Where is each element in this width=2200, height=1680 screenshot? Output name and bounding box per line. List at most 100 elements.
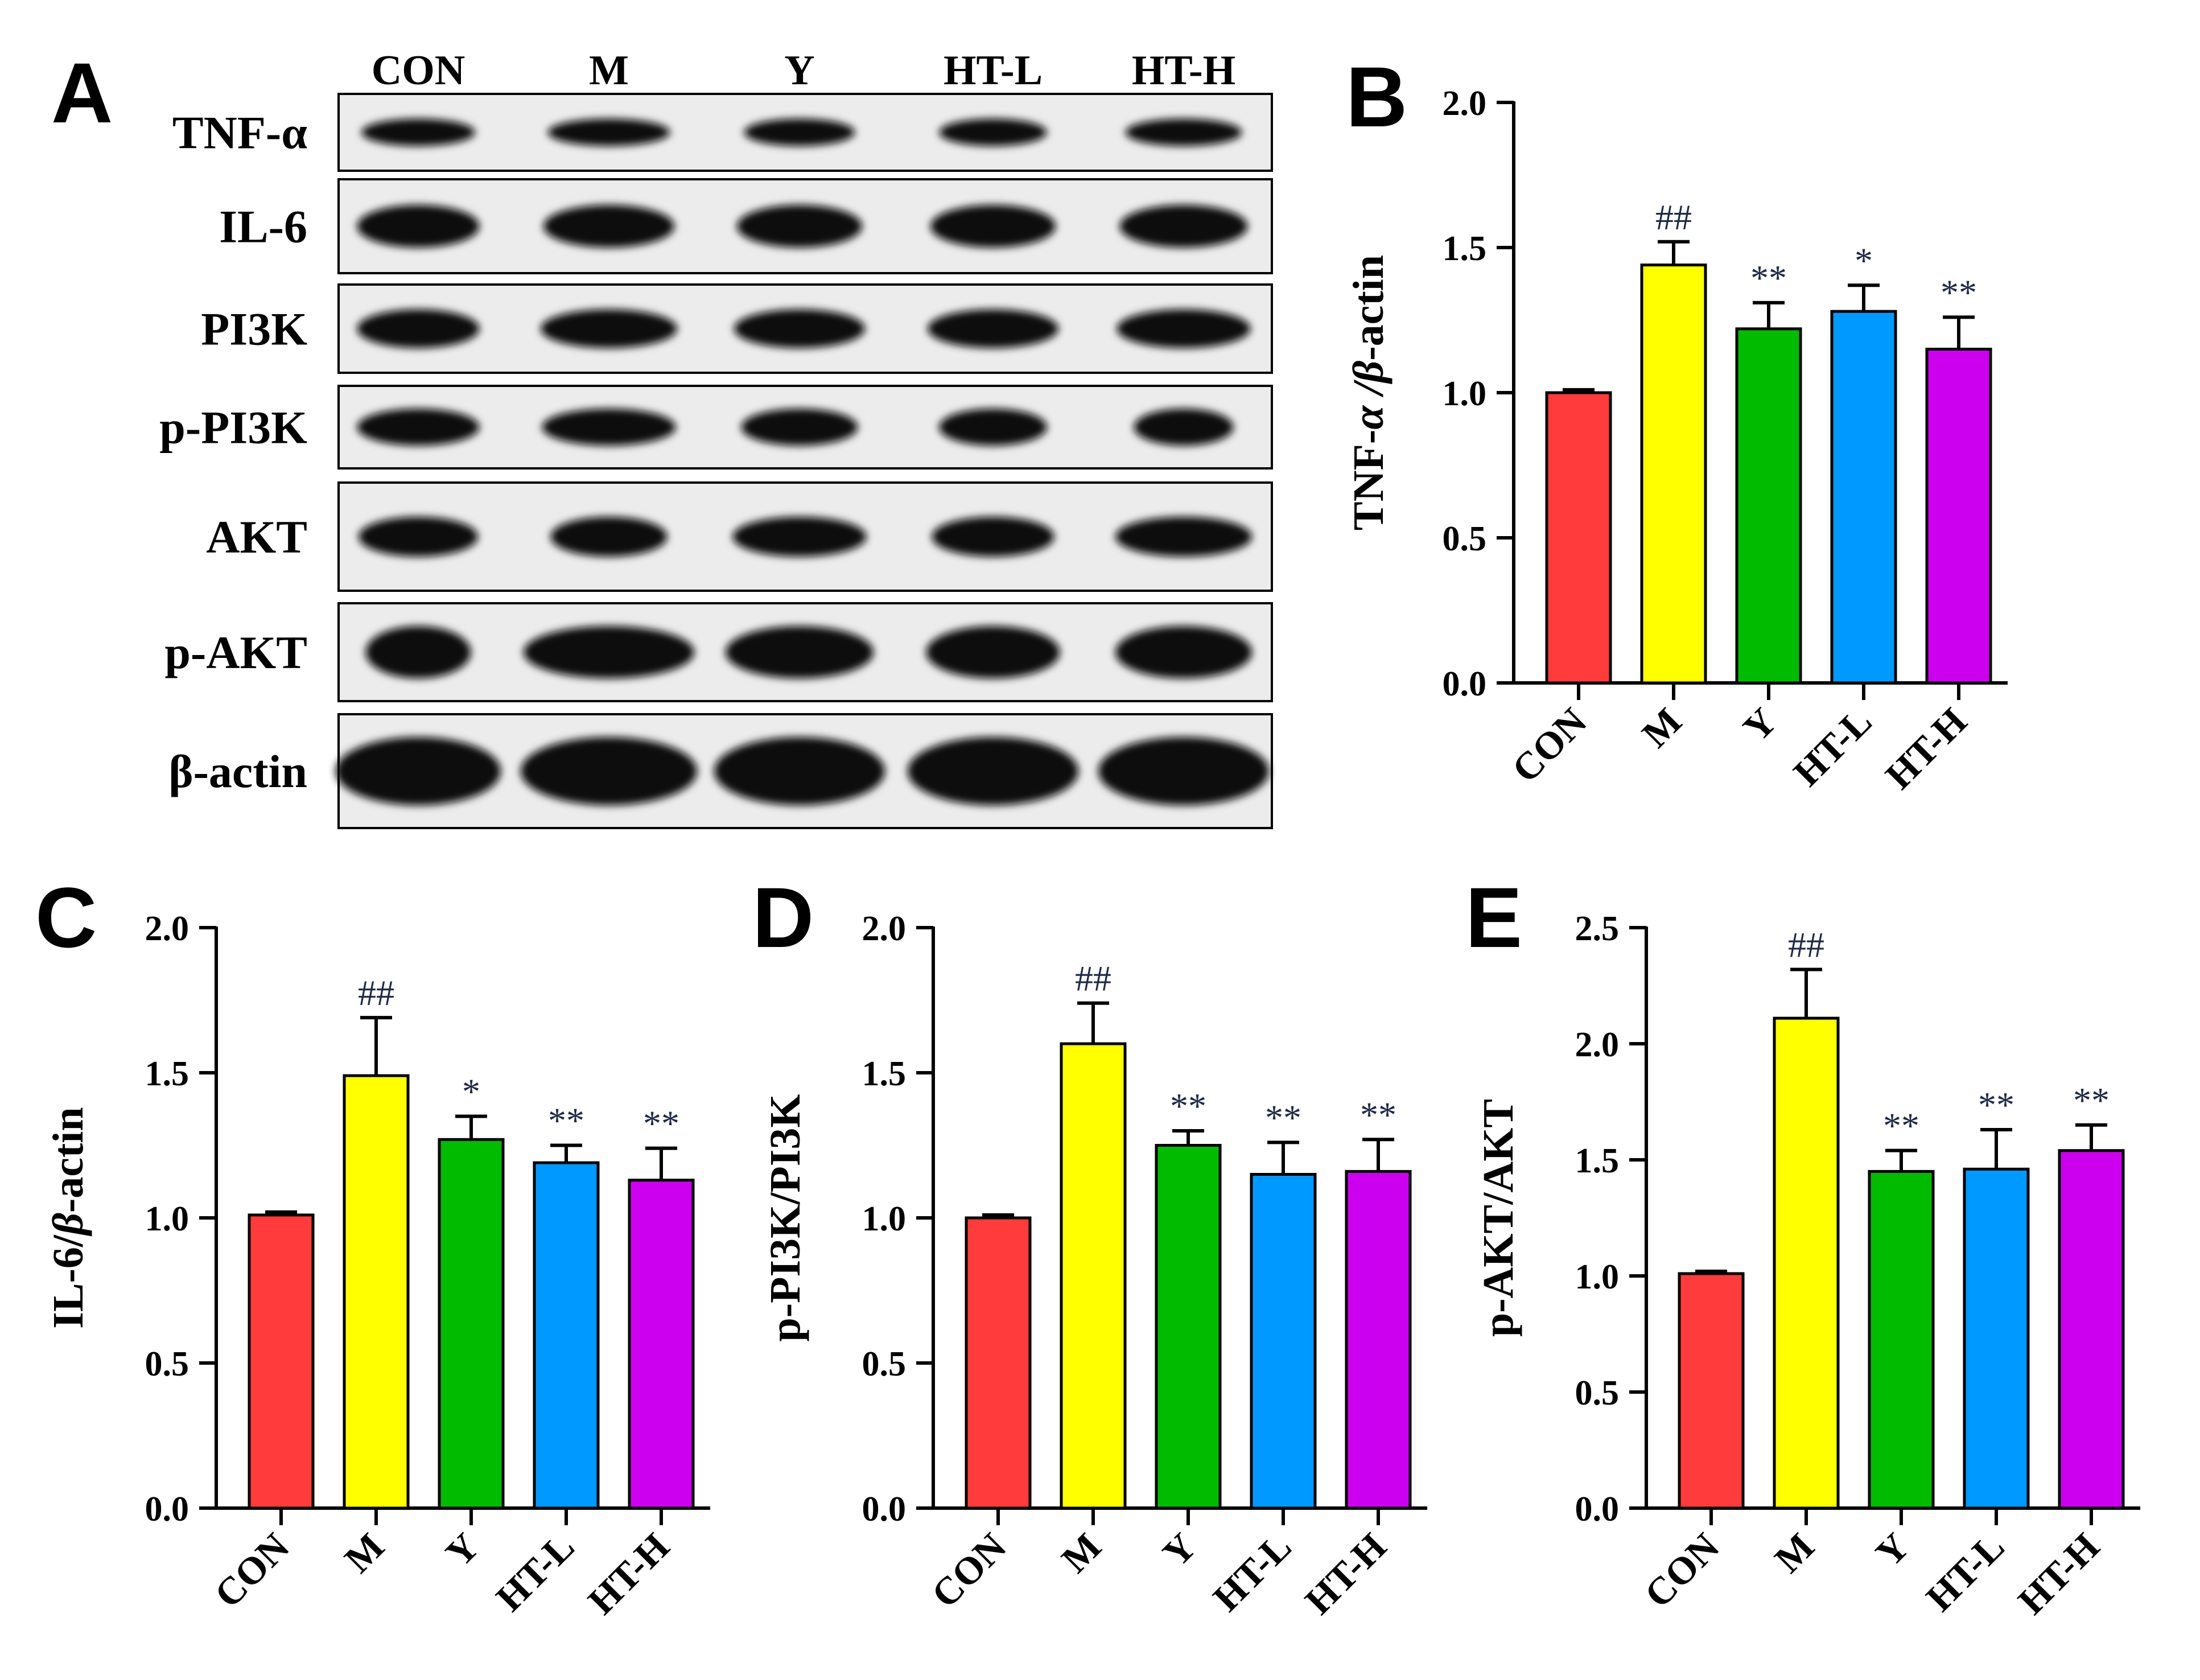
blot-band-ht-h	[1134, 409, 1234, 446]
y-axis-label: IL-6/β-actin	[44, 1107, 92, 1328]
bar-ht-l	[533, 1161, 600, 1510]
blot-band-y	[726, 626, 874, 678]
y-tick-label: 1.0	[1575, 1258, 1620, 1296]
blot-band-ht-l	[926, 626, 1060, 678]
y-tick-label: 1.0	[862, 1200, 907, 1238]
y-tick-label: 0.5	[862, 1345, 907, 1383]
significance-ht-h: **	[1941, 272, 1977, 312]
blot-band-m	[541, 309, 677, 348]
y-axis-label: p-PI3K/PI3K	[761, 1094, 809, 1342]
y-tick-label: 2.0	[145, 909, 189, 948]
blot-band-con	[361, 118, 475, 146]
bar-y	[1155, 1144, 1222, 1510]
blot-row-p-pi3k: p-PI3K	[159, 385, 1273, 470]
significance-ht-l: **	[1978, 1085, 2014, 1125]
significance-y: **	[1883, 1106, 1919, 1146]
bar-y	[438, 1138, 505, 1510]
blot-band-y	[732, 517, 867, 557]
bar-ht-h	[1345, 1170, 1412, 1510]
blot-band-m	[543, 205, 674, 248]
bar-m	[1640, 263, 1707, 685]
y-tick-label: 2.0	[1443, 84, 1487, 123]
bar-con	[1545, 391, 1612, 685]
western-blot-panel: A CON M Y HT-L HT-H TNF-α IL-6 PI3K p-PI3K AKT p-…	[51, 45, 1273, 829]
bar-m	[1773, 1016, 1840, 1510]
x-tick-label-con: CON	[206, 1525, 298, 1616]
x-tick-label-m: M	[1633, 699, 1690, 756]
blot-band-y	[734, 309, 865, 348]
bar-y	[1735, 327, 1802, 685]
y-tick-label: 2.0	[1575, 1026, 1620, 1064]
blot-band-ht-h	[1098, 737, 1269, 805]
bar-ht-l	[1963, 1167, 2030, 1510]
x-tick-label-ht-h: HT-H	[1877, 699, 1975, 797]
significance-ht-l: *	[1855, 240, 1873, 281]
bar-ht-h	[1925, 348, 1992, 685]
y-axis-label: TNF-α /β-actin	[1345, 255, 1392, 530]
blot-band-ht-h	[1119, 205, 1248, 248]
blot-protein-label: p-AKT	[164, 627, 307, 678]
blot-row-beta-actin: β-actin	[168, 713, 1273, 829]
panel-label-b: B	[1346, 49, 1407, 145]
x-tick-label-m: M	[336, 1525, 392, 1581]
chart-panel-e: E 0.0 0.5 1.0 1.5 2.0 2.5 p-AKT/AKT CON ## M ** Y **…	[1465, 870, 2140, 1623]
blot-lane-labels: CON M Y HT-L HT-H	[372, 47, 1235, 94]
blot-band-m	[524, 626, 694, 678]
significance-ht-h: **	[2073, 1080, 2110, 1121]
panel-label-c: C	[35, 870, 97, 965]
significance-m: ##	[358, 973, 394, 1013]
bar-con	[1678, 1272, 1745, 1510]
blot-lane-label-ht-h: HT-H	[1132, 47, 1235, 94]
blot-band-m	[550, 517, 668, 557]
y-tick-label: 1.5	[1575, 1142, 1620, 1180]
x-tick-label-ht-l: HT-L	[1785, 699, 1880, 794]
blot-lane-label-ht-l: HT-L	[944, 47, 1043, 94]
blot-band-ht-h	[1117, 309, 1251, 348]
blot-row-pi3k: PI3K	[201, 283, 1273, 374]
x-tick-label-y: Y	[1867, 1525, 1917, 1575]
chart-panel-c: C 0.0 0.5 1.0 1.5 2.0 IL-6/β-actin CON ## M * Y ** H…	[35, 870, 710, 1623]
blot-band-ht-l	[908, 737, 1078, 805]
bar-y	[1868, 1170, 1935, 1510]
blot-band-ht-h	[1125, 118, 1242, 146]
significance-ht-h: **	[1360, 1094, 1396, 1135]
y-tick-label: 0.5	[145, 1345, 189, 1383]
blot-row-il-6: IL-6	[219, 178, 1273, 274]
panel-label-e: E	[1465, 870, 1522, 965]
significance-m: ##	[1788, 924, 1824, 965]
y-axis-label-main: IL-6/	[44, 1234, 92, 1329]
blot-row-p-akt: p-AKT	[164, 602, 1273, 702]
blot-band-con	[357, 409, 480, 446]
x-tick-label-m: M	[1053, 1525, 1109, 1581]
x-tick-label-con: CON	[923, 1525, 1015, 1616]
chart-panel-b: B 0.0 0.5 1.0 1.5 2.0 TNF-α /β-actin CON ## M ** Y…	[1345, 49, 2008, 797]
blot-lane-label-y: Y	[784, 47, 814, 94]
y-tick-label: 1.5	[1443, 229, 1487, 268]
y-tick-label: 1.0	[145, 1200, 189, 1238]
y-tick-label: 1.0	[1443, 374, 1487, 413]
blot-lane-label-con: CON	[372, 47, 465, 94]
significance-ht-l: **	[1265, 1097, 1301, 1138]
blot-lane-label-m: M	[589, 47, 629, 94]
x-tick-label-ht-l: HT-L	[488, 1525, 583, 1620]
blot-band-m	[547, 118, 670, 146]
bar-ht-h	[628, 1179, 695, 1510]
y-tick-label: 0.5	[1575, 1374, 1620, 1413]
blot-band-ht-l	[932, 517, 1054, 557]
y-tick-label: 1.5	[145, 1055, 189, 1093]
significance-y: **	[1170, 1086, 1206, 1126]
chart-panel-d: D 0.0 0.5 1.0 1.5 2.0 p-PI3K/PI3K CON ## M ** Y ** H…	[752, 870, 1427, 1623]
y-axis-label-italic: α /β	[1345, 361, 1392, 430]
y-tick-label: 0.5	[1443, 520, 1487, 558]
blot-protein-label: AKT	[206, 511, 307, 563]
significance-m: ##	[1655, 197, 1692, 237]
blot-band-y	[744, 118, 855, 146]
significance-m: ##	[1075, 958, 1111, 999]
y-tick-label: 0.0	[1443, 665, 1487, 703]
bar-m	[343, 1074, 410, 1510]
y-axis-label-main: p-AKT/AKT	[1474, 1099, 1522, 1337]
bar-m	[1060, 1042, 1127, 1510]
blot-band-con	[357, 309, 480, 348]
significance-ht-h: **	[643, 1103, 679, 1144]
x-tick-label-y: Y	[1735, 699, 1785, 750]
